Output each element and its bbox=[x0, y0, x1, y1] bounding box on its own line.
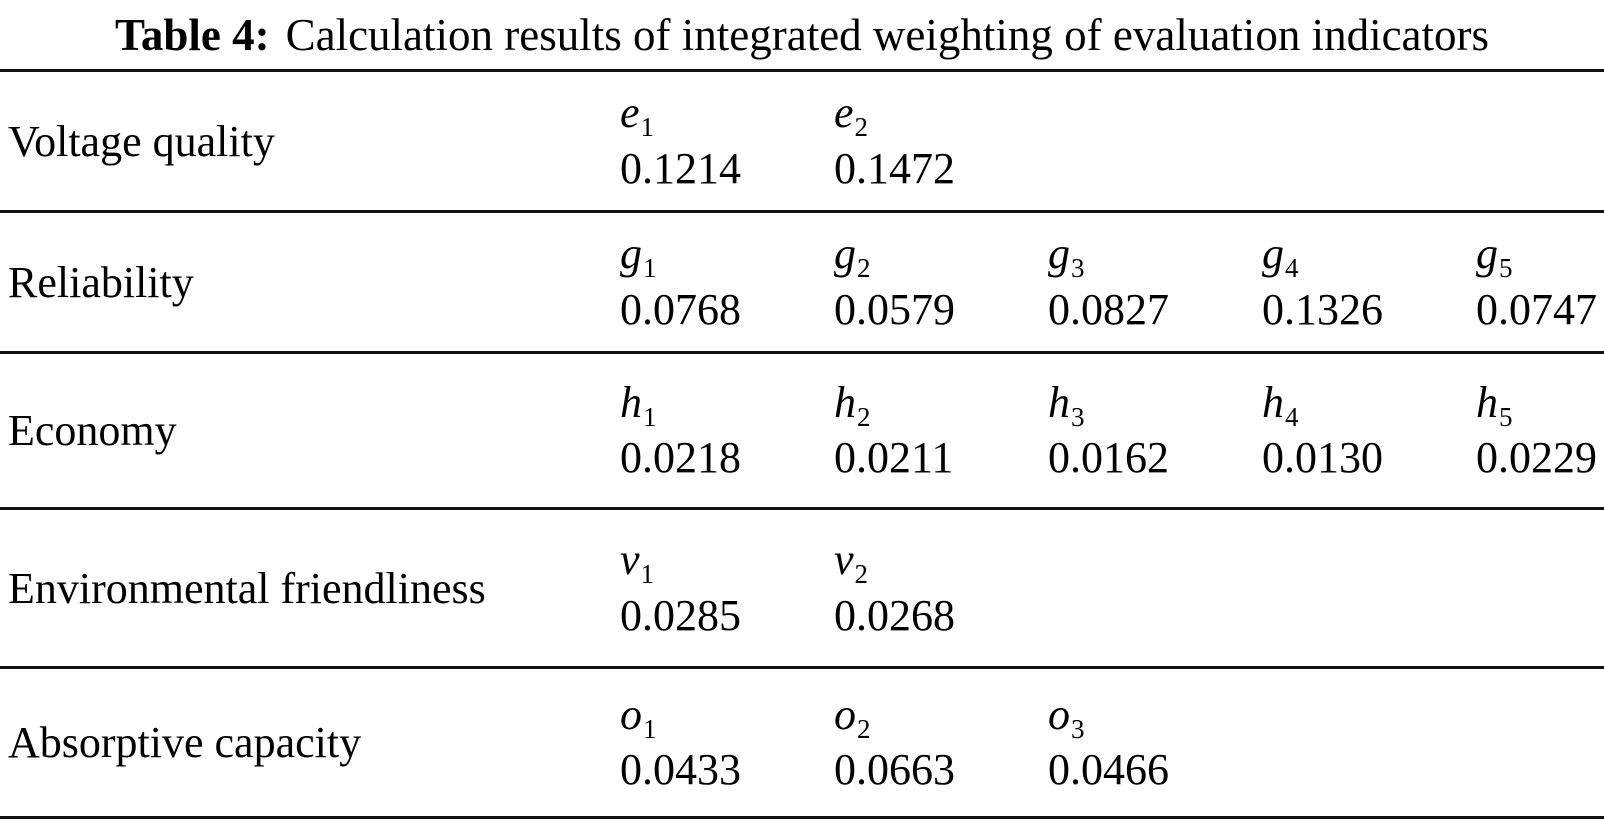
indicator-weight: 0.1214 bbox=[620, 143, 741, 193]
indicator-weight: 0.0768 bbox=[620, 284, 741, 334]
indicator-symbol: g1 bbox=[620, 229, 657, 284]
indicator-symbol: h4 bbox=[1262, 377, 1299, 432]
indicator-subscript: 3 bbox=[1071, 713, 1085, 744]
indicator-cell: g1 0.0768 bbox=[620, 212, 834, 353]
category-cell: Environmental friendliness bbox=[8, 563, 486, 613]
table-caption: Table 4: Calculation results of integrate… bbox=[0, 0, 1604, 69]
indicator-cell: g2 0.0579 bbox=[834, 212, 1048, 353]
indicator-weight: 0.0218 bbox=[620, 433, 741, 482]
indicator-symbol: h5 bbox=[1476, 377, 1513, 432]
indicator-weight: 0.0579 bbox=[834, 284, 955, 334]
indicator-subscript: 5 bbox=[1499, 401, 1513, 432]
indicator-weight: 0.0162 bbox=[1048, 433, 1169, 482]
indicator-symbol: v2 bbox=[834, 535, 869, 590]
indicator-symbol: o2 bbox=[834, 689, 871, 744]
empty-cell bbox=[1262, 509, 1476, 668]
indicator-symbol: h2 bbox=[834, 377, 871, 432]
indicator-symbol: o1 bbox=[620, 689, 657, 744]
indicator-subscript: 5 bbox=[1499, 253, 1513, 284]
indicator-symbol: g5 bbox=[1476, 229, 1513, 284]
indicator-weight: 0.0268 bbox=[834, 590, 955, 640]
empty-cell bbox=[1262, 668, 1476, 818]
indicator-cell: v1 0.0285 bbox=[620, 509, 834, 668]
indicator-symbol: h1 bbox=[620, 377, 657, 432]
indicator-weight: 0.0663 bbox=[834, 745, 955, 794]
indicator-symbol: g3 bbox=[1048, 229, 1085, 284]
caption-number: Table 4: bbox=[114, 10, 270, 60]
indicator-cell: o3 0.0466 bbox=[1048, 668, 1262, 818]
indicator-subscript: 1 bbox=[640, 559, 655, 590]
table-container: Voltage quality e1 0.1214 e2 0.1472 Reli… bbox=[0, 69, 1604, 819]
indicator-weight: 0.0130 bbox=[1262, 433, 1383, 482]
indicator-weight: 0.0433 bbox=[620, 745, 741, 794]
indicator-cell: v2 0.0268 bbox=[834, 509, 1048, 668]
indicator-symbol: e1 bbox=[620, 88, 655, 143]
indicator-subscript: 1 bbox=[643, 401, 657, 432]
indicator-weight: 0.0285 bbox=[620, 590, 741, 640]
table-row: Environmental friendliness v1 0.0285 v2 … bbox=[0, 508, 1604, 668]
indicator-subscript: 2 bbox=[854, 112, 869, 143]
indicator-symbol: e2 bbox=[834, 88, 869, 143]
indicator-subscript: 1 bbox=[643, 713, 657, 744]
indicator-cell: g4 0.1326 bbox=[1262, 212, 1476, 353]
indicator-symbol: v1 bbox=[620, 535, 655, 590]
table-row: Reliability g1 0.0768 g2 0.0579 g3 0.082… bbox=[0, 211, 1604, 353]
indicator-weight: 0.0747 bbox=[1476, 284, 1597, 334]
indicator-cell: h3 0.0162 bbox=[1048, 353, 1262, 509]
weights-table: Voltage quality e1 0.1214 e2 0.1472 Reli… bbox=[0, 69, 1604, 819]
indicator-cell: h1 0.0218 bbox=[620, 353, 834, 509]
caption-text: Calculation results of integrated weight… bbox=[285, 10, 1490, 60]
indicator-cell: e2 0.1472 bbox=[834, 71, 1048, 212]
empty-cell bbox=[1476, 668, 1604, 818]
indicator-cell: h4 0.0130 bbox=[1262, 353, 1476, 509]
indicator-subscript: 4 bbox=[1285, 401, 1299, 432]
indicator-weight: 0.1472 bbox=[834, 143, 955, 193]
empty-cell bbox=[1476, 71, 1604, 212]
empty-cell bbox=[1262, 71, 1476, 212]
indicator-subscript: 2 bbox=[857, 253, 871, 284]
indicator-subscript: 4 bbox=[1285, 253, 1299, 284]
category-cell: Absorptive capacity bbox=[8, 718, 362, 767]
indicator-symbol: g2 bbox=[834, 229, 871, 284]
indicator-subscript: 3 bbox=[1071, 401, 1085, 432]
indicator-cell: h2 0.0211 bbox=[834, 353, 1048, 509]
indicator-weight: 0.0229 bbox=[1476, 433, 1597, 482]
indicator-symbol: g4 bbox=[1262, 229, 1299, 284]
indicator-subscript: 2 bbox=[857, 401, 871, 432]
indicator-weight: 0.1326 bbox=[1262, 284, 1383, 334]
category-cell: Reliability bbox=[8, 257, 194, 307]
indicator-subscript: 1 bbox=[640, 112, 655, 143]
indicator-cell: e1 0.1214 bbox=[620, 71, 834, 212]
indicator-symbol: h3 bbox=[1048, 377, 1085, 432]
indicator-subscript: 1 bbox=[643, 253, 657, 284]
table-row: Voltage quality e1 0.1214 e2 0.1472 bbox=[0, 70, 1604, 212]
indicator-weight: 0.0827 bbox=[1048, 284, 1169, 334]
indicator-cell: o1 0.0433 bbox=[620, 668, 834, 818]
empty-cell bbox=[1048, 71, 1262, 212]
category-cell: Voltage quality bbox=[8, 116, 275, 166]
category-cell: Economy bbox=[8, 406, 177, 455]
empty-cell bbox=[1048, 509, 1262, 668]
indicator-weight: 0.0466 bbox=[1048, 745, 1169, 794]
indicator-cell: g3 0.0827 bbox=[1048, 212, 1262, 353]
indicator-subscript: 3 bbox=[1071, 253, 1085, 284]
indicator-weight: 0.0211 bbox=[834, 433, 954, 482]
indicator-cell: o2 0.0663 bbox=[834, 668, 1048, 818]
indicator-cell: h5 0.0229 bbox=[1476, 353, 1604, 509]
indicator-symbol: o3 bbox=[1048, 689, 1085, 744]
indicator-subscript: 2 bbox=[857, 713, 871, 744]
empty-cell bbox=[1476, 509, 1604, 668]
indicator-subscript: 2 bbox=[854, 559, 869, 590]
table-row: Absorptive capacity o1 0.0433 o2 0.0663 … bbox=[0, 667, 1604, 818]
table-row: Economy h1 0.0218 h2 0.0211 h3 0.0162 h4… bbox=[0, 352, 1604, 509]
indicator-cell: g5 0.0747 bbox=[1476, 212, 1604, 353]
